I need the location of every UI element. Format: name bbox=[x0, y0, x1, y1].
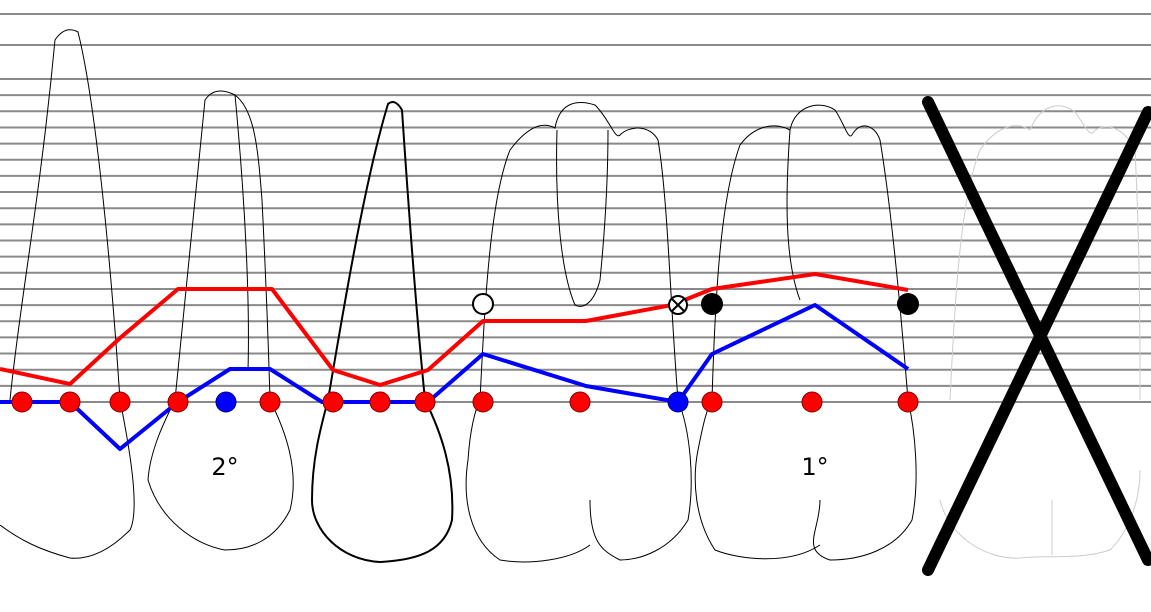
red-line bbox=[0, 274, 908, 385]
blue-dot bbox=[216, 392, 236, 412]
red-dot bbox=[370, 392, 390, 412]
filled-marker bbox=[701, 293, 723, 315]
tooth-outline bbox=[312, 102, 452, 562]
filled-marker bbox=[897, 293, 919, 315]
open-marker bbox=[473, 294, 493, 314]
red-dot bbox=[110, 392, 130, 412]
red-dot bbox=[60, 392, 80, 412]
perio-chart: 2° 1° bbox=[0, 0, 1151, 612]
missing-cross bbox=[928, 102, 1148, 570]
red-dot bbox=[168, 392, 188, 412]
red-dot bbox=[898, 392, 918, 412]
tooth-outline bbox=[466, 102, 691, 561]
tooth-outline bbox=[0, 30, 134, 558]
red-dot bbox=[473, 392, 493, 412]
red-dot bbox=[12, 392, 32, 412]
tooth-label: 1° bbox=[801, 453, 828, 481]
red-dot bbox=[323, 392, 343, 412]
tooth-label: 2° bbox=[211, 453, 238, 481]
crossed-marker bbox=[669, 296, 687, 314]
red-dot bbox=[702, 392, 722, 412]
blue-dot bbox=[668, 392, 688, 412]
red-dot bbox=[260, 392, 280, 412]
red-dot bbox=[570, 392, 590, 412]
tooth-outline bbox=[695, 105, 916, 560]
red-dot bbox=[802, 392, 822, 412]
red-dot bbox=[415, 392, 435, 412]
